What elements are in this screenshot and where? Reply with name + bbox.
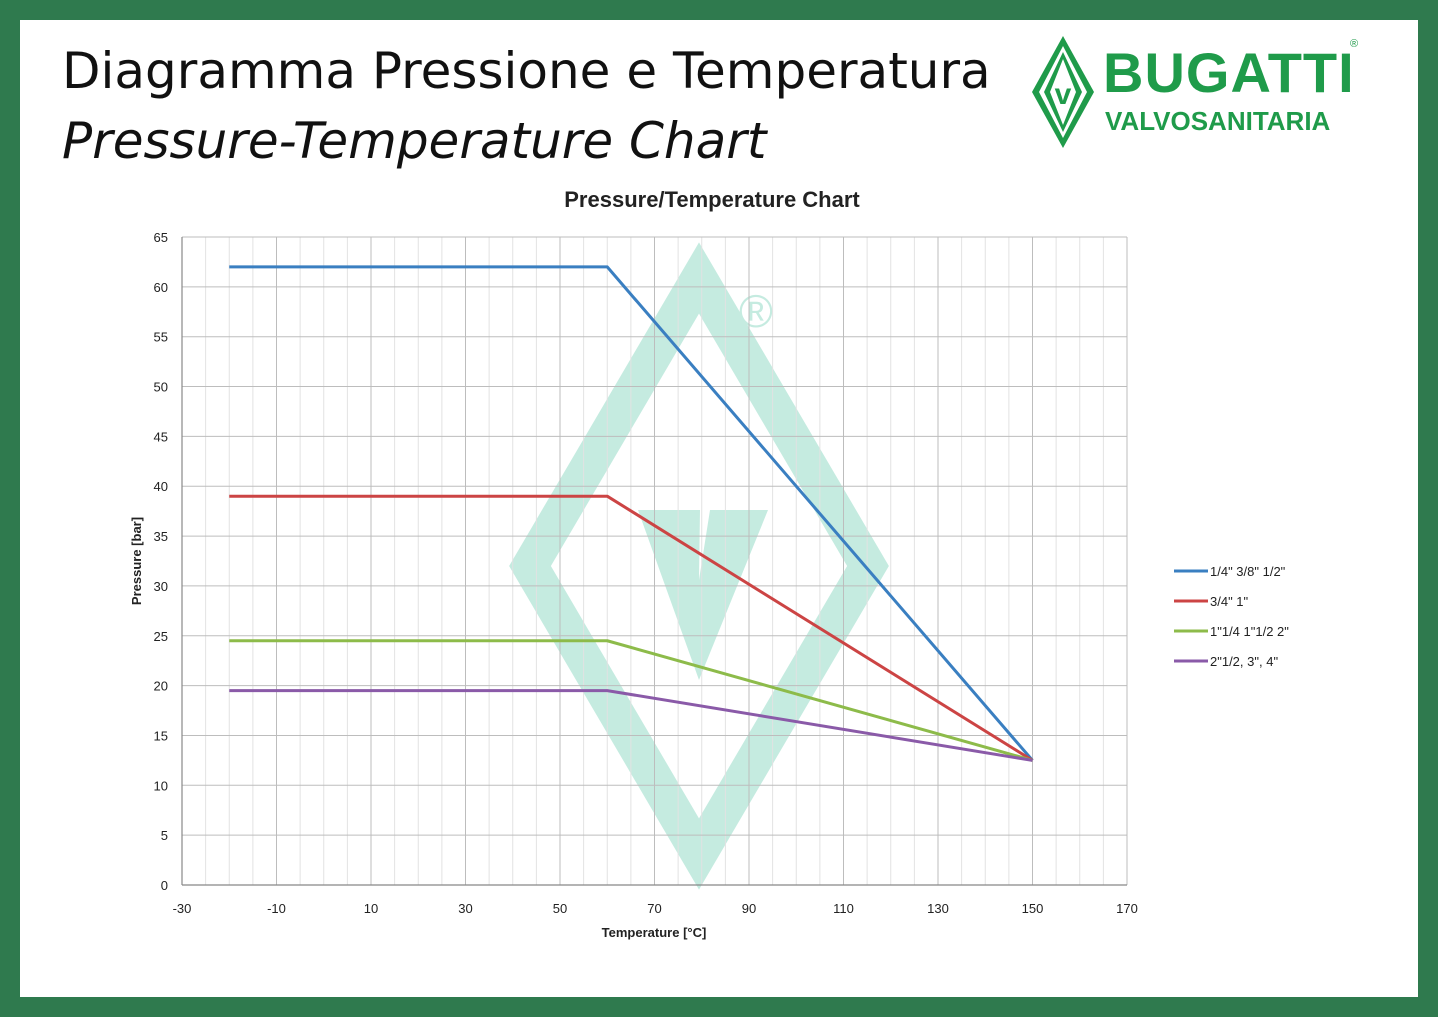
series-line-3 <box>229 639 1033 762</box>
x-axis-ticks: -30 -10 10 30 50 70 90 110 130 150 170 <box>173 901 1138 916</box>
x-tick-label: 170 <box>1116 901 1138 916</box>
series-line-1 <box>229 265 1034 762</box>
y-tick-label: 65 <box>154 230 168 245</box>
bugatti-logo: v BUGATTI ® VALVOSANITARIA <box>1028 32 1368 152</box>
x-tick-label: 70 <box>647 901 661 916</box>
y-tick-label: 55 <box>154 330 168 345</box>
y-tick-label: 40 <box>154 479 168 494</box>
y-tick-label: 25 <box>154 629 168 644</box>
y-tick-label: 5 <box>161 828 168 843</box>
y-tick-label: 15 <box>154 728 168 743</box>
chart-panel: Diagramma Pressione e Temperatura Pressu… <box>20 20 1418 997</box>
x-tick-label: 10 <box>364 901 378 916</box>
diamond-v-logo-icon: v <box>1032 36 1094 148</box>
brand-subtitle: VALVOSANITARIA <box>1105 106 1331 136</box>
minor-gridlines <box>205 237 1104 885</box>
y-axis-label: Pressure [bar] <box>129 517 144 605</box>
chart-title: Pressure/Temperature Chart <box>564 187 860 212</box>
x-tick-label: 50 <box>553 901 567 916</box>
x-axis-label: Temperature [°C] <box>602 925 707 940</box>
legend-label: 1/4" 3/8" 1/2" <box>1210 564 1286 579</box>
x-tick-label: 90 <box>742 901 756 916</box>
x-tick-label: -30 <box>173 901 192 916</box>
x-tick-label: 110 <box>833 901 854 916</box>
series-line-4 <box>229 689 1033 762</box>
y-tick-label: 30 <box>154 579 168 594</box>
legend-label: 3/4" 1" <box>1210 594 1249 609</box>
page-title-italian: Diagramma Pressione e Temperatura <box>62 42 991 100</box>
svg-text:®: ® <box>739 285 773 337</box>
watermark-logo-icon: ® <box>509 242 889 890</box>
series-lines <box>229 265 1034 762</box>
legend-label: 2"1/2, 3", 4" <box>1210 654 1278 669</box>
y-tick-label: 10 <box>154 778 168 793</box>
x-tick-label: 30 <box>458 901 472 916</box>
major-gridlines <box>181 236 1128 886</box>
page-title-english: Pressure-Temperature Chart <box>62 112 767 170</box>
x-tick-label: 150 <box>1022 901 1044 916</box>
registered-mark: ® <box>1350 38 1359 50</box>
y-axis-ticks: 0 5 10 15 20 25 30 35 40 45 50 55 60 65 <box>154 230 168 893</box>
y-tick-label: 35 <box>154 529 168 544</box>
series-line-2 <box>229 494 1034 762</box>
legend-label: 1"1/4 1"1/2 2" <box>1210 624 1289 639</box>
pressure-temperature-chart: ® -30 -10 10 30 50 70 90 110 130 150 170 0 5 10 15 20 2… <box>129 187 1289 940</box>
y-tick-label: 60 <box>154 280 168 295</box>
y-tick-label: 45 <box>154 429 168 444</box>
x-tick-label: -10 <box>267 901 286 916</box>
legend: 1/4" 3/8" 1/2" 3/4" 1" 1"1/4 1"1/2 2" 2"1/2… <box>1174 564 1289 669</box>
y-tick-label: 0 <box>161 878 168 893</box>
x-tick-label: 130 <box>927 901 949 916</box>
y-tick-label: 20 <box>154 679 168 694</box>
brand-name: BUGATTI <box>1103 41 1355 104</box>
y-tick-label: 50 <box>154 380 168 395</box>
svg-text:v: v <box>1055 78 1072 111</box>
